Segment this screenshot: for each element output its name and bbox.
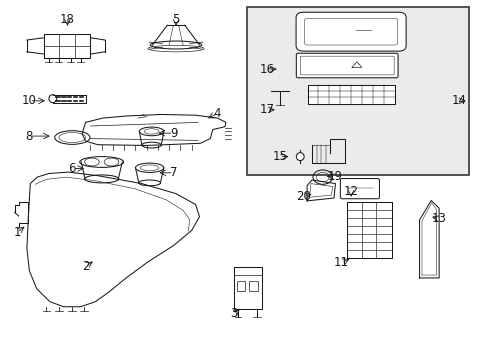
Ellipse shape	[296, 153, 304, 161]
Text: 17: 17	[259, 103, 274, 116]
Text: 16: 16	[259, 63, 274, 76]
Text: 19: 19	[327, 170, 342, 183]
Text: 12: 12	[343, 185, 358, 198]
Text: 4: 4	[213, 107, 221, 120]
Bar	[249, 281, 258, 292]
Bar	[236, 281, 245, 292]
Ellipse shape	[80, 157, 123, 167]
Text: 18: 18	[60, 13, 75, 26]
Text: 10: 10	[22, 94, 37, 107]
Bar	[307, 85, 394, 104]
FancyBboxPatch shape	[296, 53, 397, 78]
Text: 8: 8	[25, 130, 33, 143]
Text: 13: 13	[431, 212, 446, 225]
Text: 15: 15	[272, 150, 286, 163]
FancyBboxPatch shape	[295, 12, 405, 51]
Text: 1: 1	[13, 226, 21, 239]
Text: 7: 7	[169, 166, 177, 179]
Text: 6: 6	[68, 162, 76, 175]
Text: 5: 5	[172, 13, 180, 26]
Text: 20: 20	[295, 190, 310, 203]
Text: 2: 2	[81, 260, 89, 273]
Text: 11: 11	[333, 256, 348, 269]
Text: 3: 3	[229, 307, 237, 320]
Text: 9: 9	[169, 127, 177, 140]
Text: 14: 14	[451, 94, 466, 107]
Bar	[246, 7, 468, 175]
